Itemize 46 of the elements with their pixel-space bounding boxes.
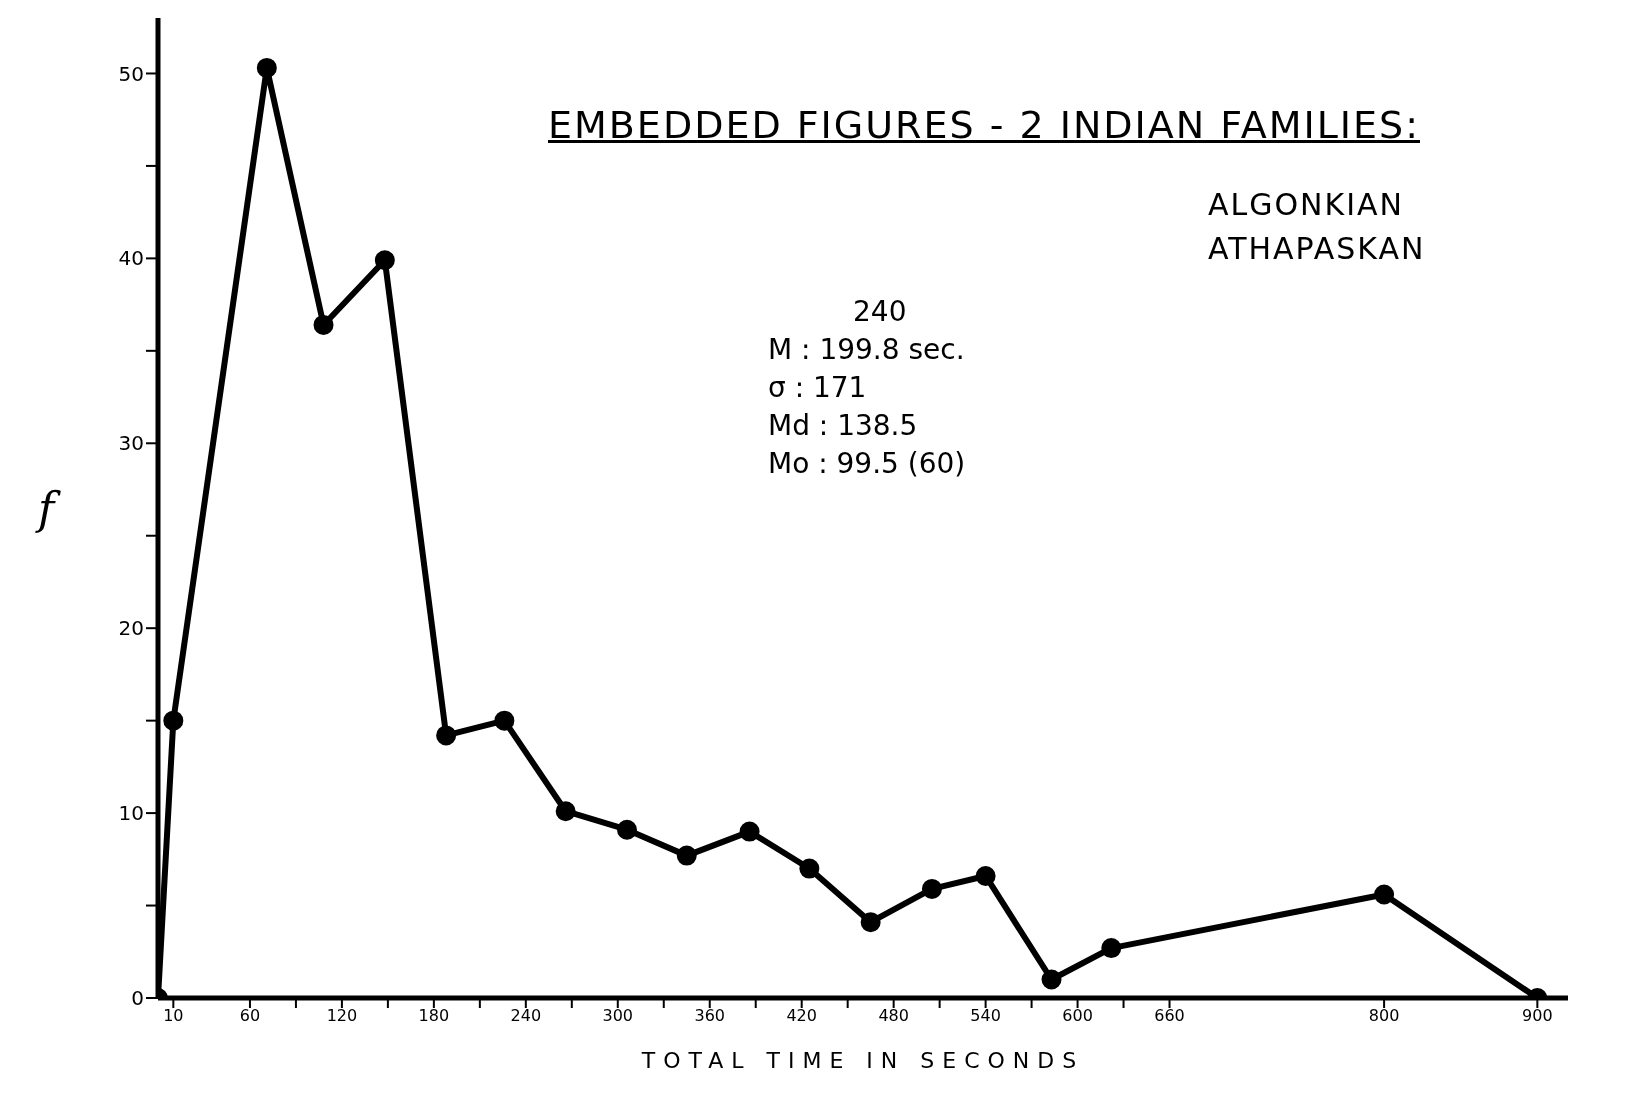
point	[313, 314, 334, 335]
point	[436, 725, 457, 746]
y-tick-label: 20	[118, 616, 144, 641]
point	[676, 845, 697, 866]
annotation: Mo : 99.5 (60)	[768, 446, 966, 482]
point	[256, 57, 277, 78]
point	[616, 819, 637, 840]
x-tick-label: 360	[694, 1006, 726, 1026]
x-tick-label: 420	[786, 1006, 817, 1026]
y-tick-label: 10	[118, 801, 144, 826]
point	[921, 878, 942, 899]
annotation: Md : 138.5	[768, 408, 919, 444]
x-axis-title: TOTAL TIME IN SECONDS	[640, 1048, 1085, 1073]
x-tick-label: 180	[418, 1006, 450, 1026]
point	[555, 801, 576, 822]
point	[799, 858, 820, 879]
x-tick-label: 600	[1062, 1006, 1093, 1026]
point	[163, 710, 184, 731]
y-tick-label: 50	[118, 61, 144, 86]
point	[1374, 884, 1395, 905]
x-tick-label: 900	[1522, 1006, 1553, 1026]
x-tick-label: 60	[239, 1006, 261, 1026]
y-axis-title: f	[35, 482, 61, 534]
point	[975, 865, 996, 886]
y-tick-label: 0	[131, 986, 144, 1011]
x-tick-label: 120	[326, 1006, 358, 1026]
x-tick-label: 10	[163, 1006, 184, 1026]
text: EMBEDDED FIGURES - 2 INDIAN FAMILIES:	[548, 103, 1420, 147]
point	[374, 250, 395, 271]
x-tick-label: 540	[970, 1006, 1001, 1026]
point	[1101, 938, 1122, 959]
point	[494, 710, 515, 731]
annotation: M : 199.8 sec.	[768, 332, 966, 368]
y-tick-label: 40	[118, 246, 144, 271]
point	[860, 912, 881, 933]
point	[1041, 969, 1062, 990]
text: ALGONKIAN ATHAPASKAN	[1208, 186, 1426, 268]
y-tick-label: 30	[118, 431, 144, 456]
x-tick-label: 300	[602, 1006, 634, 1026]
x-tick-label: 240	[510, 1006, 542, 1026]
x-tick-label: 480	[878, 1006, 909, 1026]
x-tick-label: 800	[1368, 1006, 1400, 1026]
annotation: 240	[852, 294, 908, 330]
point	[739, 821, 760, 842]
x-tick-label: 660	[1154, 1006, 1185, 1026]
annotation: σ : 171	[768, 370, 868, 406]
